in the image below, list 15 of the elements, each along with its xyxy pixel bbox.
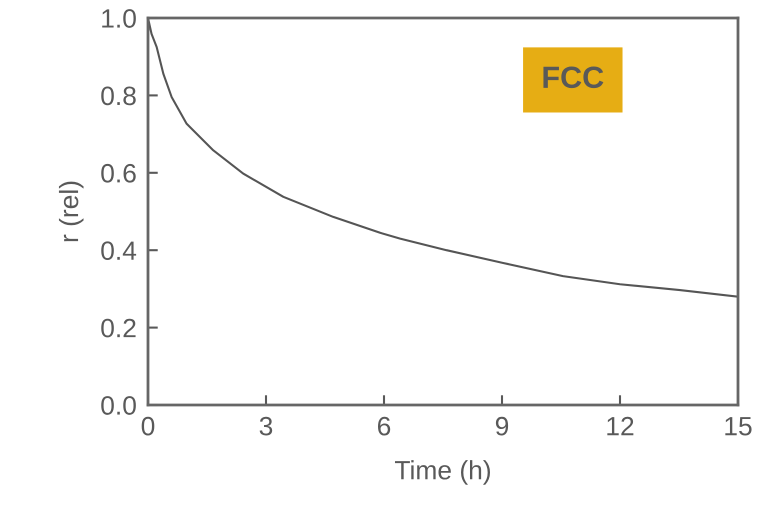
x-tick-label: 0 [142,416,154,436]
x-axis-title: Time (h) [394,460,490,485]
x-tick-label: 3 [260,416,272,436]
y-tick-label: 0.0 [101,396,136,415]
x-tick-label: 6 [378,416,390,436]
y-tick-label: 0.2 [101,318,136,338]
y-tick-label: 1.0 [102,9,136,28]
y-tick-label: 0.8 [101,86,136,106]
x-tick-label: 15 [725,417,752,436]
y-tick-label: 0.4 [101,241,136,260]
x-tick-label: 12 [607,416,634,436]
y-axis-title: r (rel) [58,182,84,242]
y-tick-label: 0.6 [101,164,136,183]
x-tick-label: 9 [496,416,508,436]
annotation: FCC [543,66,604,88]
